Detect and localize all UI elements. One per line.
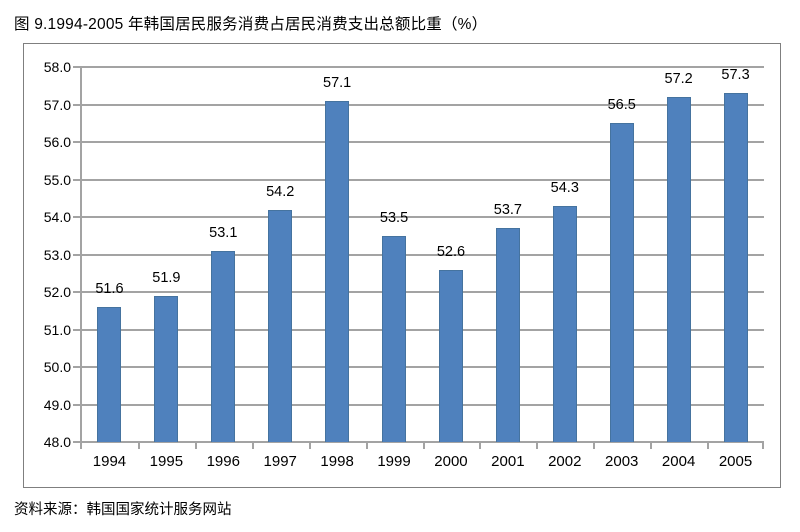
bar: [609, 123, 634, 442]
gridline: [81, 328, 764, 331]
gridline: [81, 403, 764, 406]
bar-value-label: 57.3: [721, 67, 750, 84]
gridline: [81, 366, 764, 368]
x-tick-label: 2000: [434, 453, 468, 470]
bar: [325, 100, 350, 442]
x-tick-label: 2004: [661, 453, 696, 470]
y-axis-tick: [73, 66, 81, 68]
gridline: [81, 178, 764, 181]
bar: [268, 209, 293, 442]
x-tick-label: 2002: [548, 453, 582, 470]
chart-title: 图 9.1994-2005 年韩国居民服务消费占居民消费支出总额比重（%）: [14, 16, 488, 33]
y-tick-label: 52.0: [43, 284, 71, 300]
chart-frame: 48.0 49.0 50.0 51.0 52.0 53.0 54.0 55.0 56.0 57.0…: [23, 43, 781, 488]
bar: [495, 228, 520, 442]
bar-value-label: 54.2: [266, 183, 295, 200]
gridline: [81, 253, 764, 256]
x-tick-label: 1996: [206, 453, 240, 470]
bar: [382, 235, 407, 442]
bar-value-label: 57.2: [664, 71, 693, 87]
bar-value-label: 54.3: [550, 179, 579, 196]
x-axis-tick: [479, 442, 482, 449]
y-axis-tick: [73, 328, 81, 331]
y-axis-tick: [73, 403, 81, 406]
x-axis-tick: [593, 442, 596, 449]
x-axis-tick: [422, 442, 425, 449]
x-axis-tick: [536, 442, 539, 449]
bar-value-label: 57.1: [323, 74, 352, 91]
y-tick-label: 48.0: [43, 434, 71, 450]
x-tick-label: 1997: [263, 453, 297, 470]
gridline: [81, 66, 764, 68]
y-axis-tick: [73, 366, 81, 368]
x-tick-label: 2005: [718, 453, 753, 470]
bar-value-label: 53.1: [209, 224, 238, 241]
y-axis-tick: [73, 141, 81, 143]
x-tick-label: 1994: [92, 453, 127, 470]
gridline: [81, 291, 764, 293]
y-tick-label: 54.0: [43, 209, 71, 225]
bar: [666, 97, 691, 442]
x-axis-tick: [137, 442, 140, 449]
bar: [438, 269, 463, 442]
plot-area: 48.0 49.0 50.0 51.0 52.0 53.0 54.0 55.0 56.0 57.0…: [44, 59, 764, 470]
x-axis-tick: [194, 442, 197, 449]
bar-value-label: 52.6: [436, 243, 466, 260]
gridline: [81, 103, 764, 106]
bar: [211, 250, 236, 442]
bar-value-label: 51.9: [152, 269, 181, 286]
y-axis-tick: [73, 178, 81, 181]
y-tick-label: 53.0: [43, 246, 71, 263]
x-axis-tick: [251, 442, 254, 449]
bar: [723, 93, 748, 442]
x-axis-tick: [762, 442, 764, 449]
x-axis-tick: [650, 442, 653, 449]
gridline: [81, 141, 764, 143]
y-tick-label: 56.0: [43, 134, 71, 150]
bar: [97, 307, 122, 442]
gridline: [81, 216, 764, 218]
x-axis-tick: [365, 442, 368, 449]
y-axis-tick: [73, 253, 81, 256]
y-tick-label: 57.0: [43, 96, 71, 113]
bar-value-label: 53.7: [493, 202, 522, 219]
y-tick-label: 55.0: [43, 171, 71, 188]
x-tick-label: 2001: [491, 453, 525, 470]
bar: [552, 205, 577, 442]
y-tick-label: 58.0: [43, 59, 71, 75]
x-axis-tick: [80, 442, 82, 449]
x-tick-label: 2003: [605, 453, 639, 470]
y-tick-label: 49.0: [43, 396, 71, 413]
y-axis-tick: [73, 291, 81, 293]
x-tick-label: 1999: [377, 453, 411, 470]
x-axis-tick: [707, 442, 710, 449]
y-tick-label: 50.0: [43, 359, 71, 375]
y-axis-tick: [73, 216, 81, 218]
bar-value-label: 53.5: [379, 209, 409, 226]
x-tick-label: 1995: [149, 453, 184, 470]
bar-value-label: 56.5: [607, 97, 636, 114]
y-axis-tick: [73, 103, 81, 106]
x-axis-tick: [308, 442, 311, 449]
source-note: 资料来源：韩国国家统计服务网站: [14, 502, 232, 518]
x-tick-label: 1998: [320, 453, 354, 470]
bar: [154, 295, 179, 442]
y-tick-label: 51.0: [43, 321, 71, 338]
y-axis-tick: [73, 441, 81, 443]
bar-value-label: 51.6: [95, 281, 124, 297]
